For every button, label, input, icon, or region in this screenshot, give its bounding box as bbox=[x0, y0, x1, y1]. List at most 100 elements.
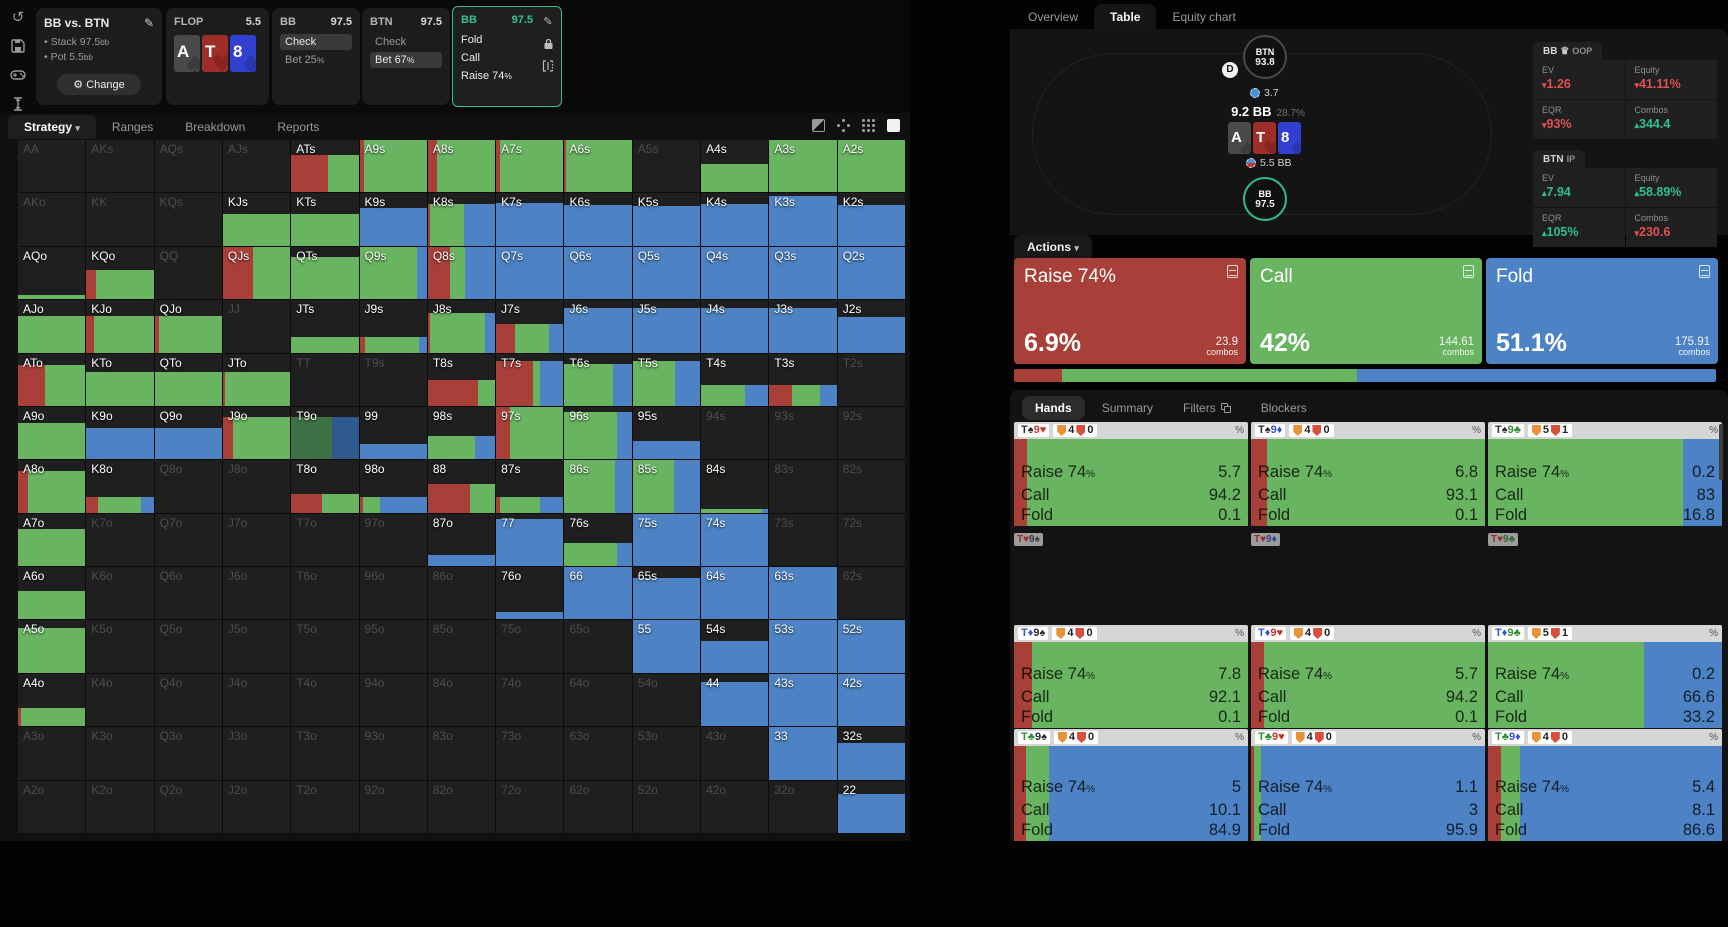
tab-breakdown[interactable]: Breakdown bbox=[185, 120, 246, 134]
matrix-cell-Q3s[interactable]: Q3s bbox=[769, 246, 837, 300]
matrix-cell-T8s[interactable]: T8s bbox=[427, 353, 496, 406]
matrix-cell-ATs[interactable]: ATs bbox=[291, 140, 359, 193]
matrix-cell-Q2o[interactable]: Q2o bbox=[154, 780, 222, 833]
matrix-cell-Q7s[interactable]: Q7s bbox=[496, 246, 564, 300]
matrix-cell-76o[interactable]: 76o bbox=[496, 567, 564, 620]
matrix-cell-Q2s[interactable]: Q2s bbox=[837, 246, 905, 300]
matrix-cell-87s[interactable]: 87s bbox=[496, 460, 564, 513]
seat-btn[interactable]: BTN 93.8 bbox=[1243, 35, 1287, 79]
matrix-cell-42s[interactable]: 42s bbox=[837, 673, 905, 727]
matrix-cell-KK[interactable]: KK bbox=[86, 193, 154, 246]
matrix-cell-32s[interactable]: 32s bbox=[837, 727, 905, 780]
matrix-cell-A5o[interactable]: A5o bbox=[18, 620, 86, 673]
matrix-cell-98s[interactable]: 98s bbox=[427, 406, 496, 460]
matrix-cell-J9o[interactable]: J9o bbox=[222, 406, 291, 460]
matrix-cell-A2s[interactable]: A2s bbox=[837, 140, 905, 193]
matrix-cell-92o[interactable]: 92o bbox=[359, 780, 427, 833]
matrix-cell-83o[interactable]: 83o bbox=[427, 727, 496, 780]
matrix-cell-94o[interactable]: 94o bbox=[359, 673, 427, 727]
matrix-cell-QJs[interactable]: QJs bbox=[222, 246, 291, 300]
matrix-cell-K8o[interactable]: K8o bbox=[86, 460, 154, 513]
matrix-cell-K9o[interactable]: K9o bbox=[86, 406, 154, 460]
matrix-cell-J5s[interactable]: J5s bbox=[632, 300, 701, 353]
matrix-cell-98o[interactable]: 98o bbox=[359, 460, 427, 513]
matrix-cell-T6s[interactable]: T6s bbox=[564, 353, 632, 406]
tab-equity-chart[interactable]: Equity chart bbox=[1172, 10, 1236, 24]
tab-table[interactable]: Table bbox=[1094, 4, 1157, 30]
matrix-cell-K7o[interactable]: K7o bbox=[86, 513, 154, 567]
matrix-cell-62o[interactable]: 62o bbox=[564, 780, 632, 833]
matrix-cell-63o[interactable]: 63o bbox=[564, 727, 632, 780]
edit-pencil-icon[interactable]: ✎ bbox=[543, 16, 553, 28]
matrix-cell-J2o[interactable]: J2o bbox=[222, 780, 291, 833]
action-card-fold[interactable]: Fold 51.1% 175.91 combos bbox=[1486, 258, 1718, 364]
hand-card-Td9h[interactable]: T♦9♥ 4 0 % Raise 74% 5.7 Call 94.2 Fold 0.1 bbox=[1251, 625, 1485, 728]
matrix-cell-J3o[interactable]: J3o bbox=[222, 727, 291, 780]
matrix-cell-T6o[interactable]: T6o bbox=[291, 567, 359, 620]
matrix-cell-A3o[interactable]: A3o bbox=[18, 727, 86, 780]
matrix-cell-K3o[interactable]: K3o bbox=[86, 727, 154, 780]
tab-overview[interactable]: Overview bbox=[1028, 10, 1079, 24]
matrix-cell-ATo[interactable]: ATo bbox=[18, 353, 86, 406]
matrix-cell-T9o[interactable]: T9o bbox=[291, 406, 359, 460]
matrix-cell-K4o[interactable]: K4o bbox=[86, 673, 154, 727]
matrix-cell-KQs[interactable]: KQs bbox=[154, 193, 222, 246]
matrix-cell-QQ[interactable]: QQ bbox=[154, 246, 222, 300]
matrix-cell-A7o[interactable]: A7o bbox=[18, 513, 86, 567]
matrix-cell-55[interactable]: 55 bbox=[632, 620, 701, 673]
matrix-cell-T4s[interactable]: T4s bbox=[701, 353, 769, 406]
matrix-cell-QTs[interactable]: QTs bbox=[291, 246, 359, 300]
hand-card-Ts9d[interactable]: T♠9♦ 4 0 % Raise 74% 6.8 Call 93.1 Fold 0.1 T… bbox=[1251, 422, 1485, 547]
matrix-cell-T5o[interactable]: T5o bbox=[291, 620, 359, 673]
tab-ranges[interactable]: Ranges bbox=[111, 120, 154, 134]
matrix-cell-A7s[interactable]: A7s bbox=[496, 140, 564, 193]
matrix-cell-75s[interactable]: 75s bbox=[632, 513, 701, 567]
matrix-cell-Q4o[interactable]: Q4o bbox=[154, 673, 222, 727]
hand-card-Tc9h[interactable]: T♣9♥ 4 0 % Raise 74% 1.1 Call 3 Fold 95.9 bbox=[1251, 729, 1485, 841]
matrix-cell-AA[interactable]: AA bbox=[18, 140, 86, 193]
matrix-cell-AKs[interactable]: AKs bbox=[86, 140, 154, 193]
hand-card-Tc9s[interactable]: T♣9♠ 4 0 % Raise 74% 5 Call 10.1 Fold 84.9 bbox=[1014, 729, 1248, 841]
matrix-cell-64o[interactable]: 64o bbox=[564, 673, 632, 727]
save-icon[interactable] bbox=[9, 37, 27, 55]
matrix-cell-73o[interactable]: 73o bbox=[496, 727, 564, 780]
matrix-cell-KTs[interactable]: KTs bbox=[291, 193, 359, 246]
matrix-cell-J8o[interactable]: J8o bbox=[222, 460, 291, 513]
matrix-cell-74s[interactable]: 74s bbox=[701, 513, 769, 567]
matrix-cell-K9s[interactable]: K9s bbox=[359, 193, 427, 246]
tab-summary[interactable]: Summary bbox=[1101, 401, 1154, 415]
node-panel-bb[interactable]: BB 97.5 Check Bet 25% bbox=[272, 8, 360, 105]
matrix-cell-66[interactable]: 66 bbox=[564, 567, 632, 620]
matrix-cell-A9s[interactable]: A9s bbox=[359, 140, 427, 193]
action-row-bet-67[interactable]: Bet 67% bbox=[370, 52, 442, 68]
matrix-cell-73s[interactable]: 73s bbox=[769, 513, 837, 567]
matrix-cell-T2s[interactable]: T2s bbox=[837, 353, 905, 406]
matrix-cell-83s[interactable]: 83s bbox=[769, 460, 837, 513]
matrix-cell-96o[interactable]: 96o bbox=[359, 567, 427, 620]
matrix-cell-88[interactable]: 88 bbox=[427, 460, 496, 513]
matrix-cell-T5s[interactable]: T5s bbox=[632, 353, 701, 406]
node-panel-btn[interactable]: BTN 97.5 Check Bet 67% bbox=[362, 8, 450, 105]
action-row-fold[interactable]: Fold bbox=[461, 34, 483, 46]
matrix-cell-72s[interactable]: 72s bbox=[837, 513, 905, 567]
matrix-cell-T9s[interactable]: T9s bbox=[359, 353, 427, 406]
matrix-cell-Q8s[interactable]: Q8s bbox=[427, 246, 496, 300]
tab-blockers[interactable]: Blockers bbox=[1260, 401, 1307, 415]
matrix-cell-A9o[interactable]: A9o bbox=[18, 406, 86, 460]
matrix-cell-92s[interactable]: 92s bbox=[837, 406, 905, 460]
matrix-cell-A2o[interactable]: A2o bbox=[18, 780, 86, 833]
matrix-cell-85s[interactable]: 85s bbox=[632, 460, 701, 513]
matrix-cell-53s[interactable]: 53s bbox=[769, 620, 837, 673]
matrix-cell-72o[interactable]: 72o bbox=[496, 780, 564, 833]
matrix-cell-Q6s[interactable]: Q6s bbox=[564, 246, 632, 300]
hand-card-Td9c[interactable]: T♦9♣ 5 1 % Raise 74% 0.2 Call 66.6 Fold 33.2 bbox=[1488, 625, 1722, 728]
matrix-cell-75o[interactable]: 75o bbox=[496, 620, 564, 673]
matrix-cell-J7s[interactable]: J7s bbox=[496, 300, 564, 353]
matrix-cell-J4s[interactable]: J4s bbox=[701, 300, 769, 353]
matrix-cell-J2s[interactable]: J2s bbox=[837, 300, 905, 353]
matrix-cell-AJs[interactable]: AJs bbox=[222, 140, 291, 193]
scatter-view-icon[interactable] bbox=[837, 119, 850, 132]
matrix-cell-KJo[interactable]: KJo bbox=[86, 300, 154, 353]
matrix-cell-54s[interactable]: 54s bbox=[701, 620, 769, 673]
matrix-cell-76s[interactable]: 76s bbox=[564, 513, 632, 567]
